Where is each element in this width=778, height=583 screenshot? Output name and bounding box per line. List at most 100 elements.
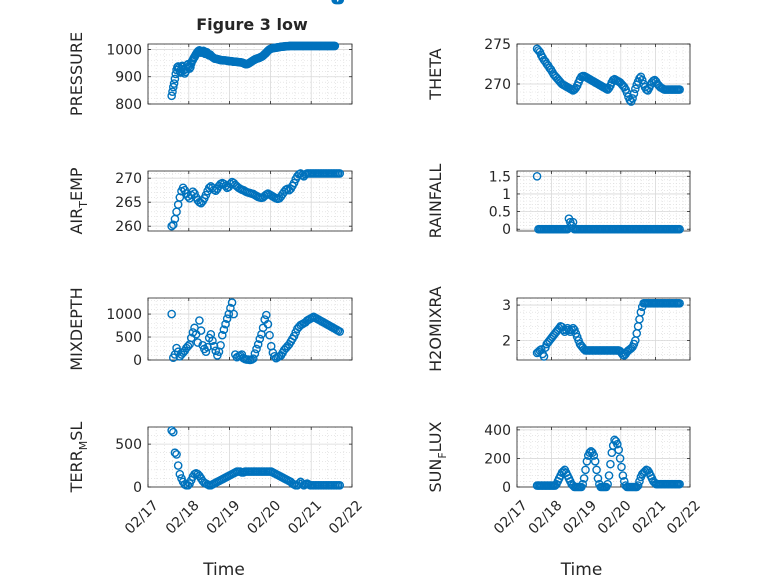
data-point bbox=[606, 459, 615, 469]
series-markers bbox=[532, 299, 684, 361]
data-point bbox=[603, 479, 612, 489]
data-point bbox=[633, 481, 643, 490]
data-point bbox=[265, 330, 274, 340]
data-point bbox=[167, 91, 176, 101]
y-axis-label: PRESSURE bbox=[67, 32, 86, 116]
series-markers bbox=[167, 426, 345, 490]
data-point bbox=[335, 0, 345, 5]
data-point bbox=[604, 471, 614, 480]
y-axis-label: RAINFALL bbox=[426, 164, 445, 239]
data-point bbox=[330, 41, 340, 51]
data-point bbox=[168, 82, 178, 92]
y-axis-label: AIRTEMP bbox=[67, 167, 90, 234]
subplot-air_temp: 260 265 270 AIRTEMP bbox=[67, 167, 353, 235]
data-point bbox=[564, 325, 574, 335]
data-point bbox=[222, 314, 232, 323]
y-tick-label: 500 bbox=[115, 437, 142, 453]
data-point bbox=[175, 469, 185, 479]
data-point bbox=[208, 336, 217, 346]
y-tick-label: 400 bbox=[484, 423, 511, 439]
data-point bbox=[217, 330, 227, 340]
y-tick-label: 0 bbox=[502, 480, 511, 496]
y-tick-label: 2 bbox=[502, 334, 511, 350]
x-axis-label: Time bbox=[202, 560, 245, 580]
data-point bbox=[221, 319, 230, 329]
data-point bbox=[581, 465, 590, 475]
axes-box bbox=[516, 426, 691, 488]
data-point bbox=[227, 298, 237, 307]
series-markers bbox=[167, 169, 345, 231]
data-point bbox=[608, 441, 618, 450]
subplot-h2omixra: 2 3 H2OMIXRA bbox=[426, 286, 691, 372]
data-point bbox=[169, 79, 179, 88]
series-markers bbox=[532, 435, 684, 492]
y-axis-label: THETA bbox=[426, 48, 445, 100]
data-point bbox=[168, 427, 178, 437]
data-point bbox=[675, 85, 684, 94]
data-point bbox=[186, 62, 195, 72]
data-point bbox=[170, 448, 180, 458]
subplot-theta: 270 275 THETA bbox=[426, 37, 691, 106]
data-point bbox=[167, 309, 176, 319]
data-point bbox=[590, 456, 600, 466]
axes-box bbox=[147, 426, 353, 488]
data-point bbox=[589, 451, 599, 460]
data-point bbox=[172, 450, 181, 459]
data-point bbox=[253, 340, 263, 349]
y-tick-label: 1000 bbox=[106, 307, 142, 323]
data-point bbox=[168, 220, 178, 230]
data-point bbox=[582, 456, 592, 466]
data-point bbox=[536, 345, 546, 354]
data-point bbox=[201, 190, 211, 200]
data-point bbox=[539, 352, 549, 361]
data-point bbox=[592, 465, 601, 475]
y-tick-label: 900 bbox=[115, 70, 142, 86]
data-point bbox=[636, 307, 646, 317]
y-axis-label: MIXDEPTH bbox=[67, 287, 86, 370]
subplot-mixdepth: 0 500 1000 MIXDEPTH bbox=[67, 287, 353, 371]
data-point bbox=[675, 299, 684, 308]
y-tick-label: 0 bbox=[502, 222, 511, 238]
y-tick-label: 265 bbox=[115, 195, 142, 211]
axes-box bbox=[147, 43, 353, 105]
data-point bbox=[617, 462, 626, 472]
data-point bbox=[173, 461, 183, 470]
data-point bbox=[170, 74, 180, 84]
series-markers bbox=[167, 0, 345, 101]
y-tick-label: 3 bbox=[502, 298, 511, 314]
y-tick-label: 0.5 bbox=[489, 205, 511, 221]
data-point bbox=[167, 426, 176, 435]
x-axis-label: Time bbox=[560, 560, 603, 580]
data-point bbox=[335, 480, 345, 490]
y-tick-label: 200 bbox=[484, 451, 511, 467]
figure-title: Figure 3 low bbox=[196, 15, 308, 34]
data-point bbox=[196, 326, 206, 335]
data-point bbox=[637, 75, 647, 85]
data-point bbox=[614, 445, 624, 455]
subplot-pressure: 800 900 1000 PRESSURE bbox=[67, 0, 353, 116]
data-point bbox=[183, 341, 193, 351]
data-point bbox=[593, 474, 603, 483]
data-point bbox=[335, 169, 345, 178]
y-tick-label: 275 bbox=[484, 37, 511, 53]
data-point bbox=[615, 454, 625, 463]
data-point bbox=[229, 309, 238, 319]
data-point bbox=[255, 334, 265, 344]
y-tick-label: 270 bbox=[115, 171, 142, 187]
data-point bbox=[618, 471, 628, 480]
data-point bbox=[250, 349, 260, 358]
data-point bbox=[195, 316, 204, 325]
data-point bbox=[586, 446, 596, 456]
data-point bbox=[532, 171, 542, 181]
axes-box bbox=[516, 297, 691, 361]
data-point bbox=[613, 439, 622, 449]
data-point bbox=[252, 344, 261, 354]
data-point bbox=[335, 327, 345, 336]
data-point bbox=[190, 189, 199, 198]
y-axis-label: TERRMSL bbox=[67, 422, 90, 494]
data-point bbox=[610, 435, 619, 445]
subplot-rainfall: 00.5 1 1.5 RAINFALL bbox=[426, 164, 691, 239]
y-tick-label: 0 bbox=[133, 353, 142, 369]
